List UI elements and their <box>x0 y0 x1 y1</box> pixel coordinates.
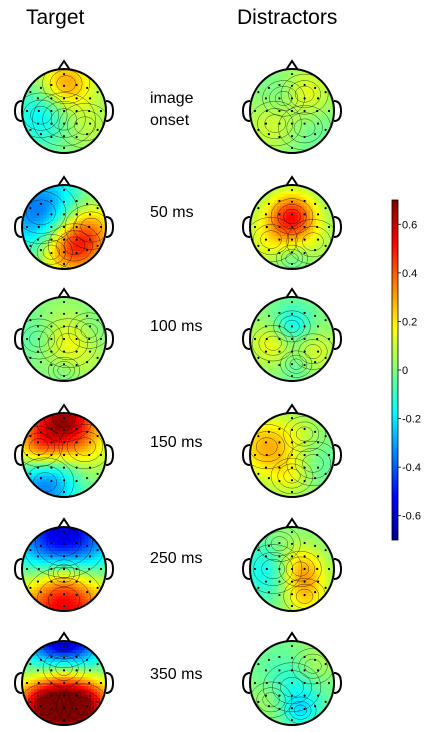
scalp-map-distractors-100ms <box>236 286 348 388</box>
left-ear <box>243 217 250 237</box>
scalp-map-distractors-image-onset <box>236 58 348 160</box>
colorbar: 0.6 0.4 0.2 0 -0.2 -0.4 -0.6 <box>380 198 428 548</box>
left-ear <box>15 559 22 579</box>
right-ear <box>106 101 113 121</box>
left-ear <box>15 445 22 465</box>
left-ear <box>15 329 22 349</box>
right-ear <box>106 445 113 465</box>
time-label-50ms: 50 ms <box>150 202 240 224</box>
right-ear <box>334 559 341 579</box>
colorbar-tick-label: -0.2 <box>402 414 421 426</box>
right-ear <box>334 445 341 465</box>
left-ear <box>243 101 250 121</box>
left-ear <box>243 329 250 349</box>
right-ear <box>334 673 341 693</box>
right-ear <box>334 217 341 237</box>
right-ear <box>106 329 113 349</box>
right-ear <box>334 329 341 349</box>
right-ear <box>106 217 113 237</box>
column-title-distractors: Distractors <box>237 6 337 30</box>
time-label-line: image <box>150 88 240 110</box>
time-label-line: onset <box>150 110 240 132</box>
scalp-map-distractors-250ms <box>236 516 348 618</box>
time-label-350ms: 350 ms <box>150 664 240 686</box>
left-ear <box>15 101 22 121</box>
colorbar-tick-label: 0.4 <box>402 268 417 280</box>
left-ear <box>15 217 22 237</box>
colorbar-tick-label: 0.6 <box>402 219 417 231</box>
time-label-250ms: 250 ms <box>150 548 240 570</box>
left-ear <box>243 559 250 579</box>
left-ear <box>243 445 250 465</box>
right-ear <box>334 101 341 121</box>
colorbar-tick-label: 0 <box>402 365 408 377</box>
colorbar-gradient <box>392 200 398 540</box>
column-title-target: Target <box>26 6 84 30</box>
time-label-150ms: 150 ms <box>150 432 240 454</box>
scalp-map-target-150ms <box>8 402 120 504</box>
scalp-map-distractors-50ms <box>236 174 348 276</box>
scalp-map-target-image-onset <box>8 58 120 160</box>
scalp-map-distractors-150ms <box>236 402 348 504</box>
scalp-map-distractors-350ms <box>236 630 348 732</box>
colorbar-tick-label: 0.2 <box>402 316 417 328</box>
time-label-100ms: 100 ms <box>150 316 240 338</box>
colorbar-tick-label: -0.4 <box>402 462 421 474</box>
left-ear <box>15 673 22 693</box>
scalp-map-target-100ms <box>8 286 120 388</box>
left-ear <box>243 673 250 693</box>
time-label-image-onset: image onset <box>150 88 240 132</box>
colorbar-tick-label: -0.6 <box>402 511 421 523</box>
scalp-map-target-250ms <box>8 516 120 618</box>
scalp-map-target-350ms <box>8 630 120 732</box>
right-ear <box>106 559 113 579</box>
scalp-map-target-50ms <box>8 174 120 276</box>
right-ear <box>106 673 113 693</box>
